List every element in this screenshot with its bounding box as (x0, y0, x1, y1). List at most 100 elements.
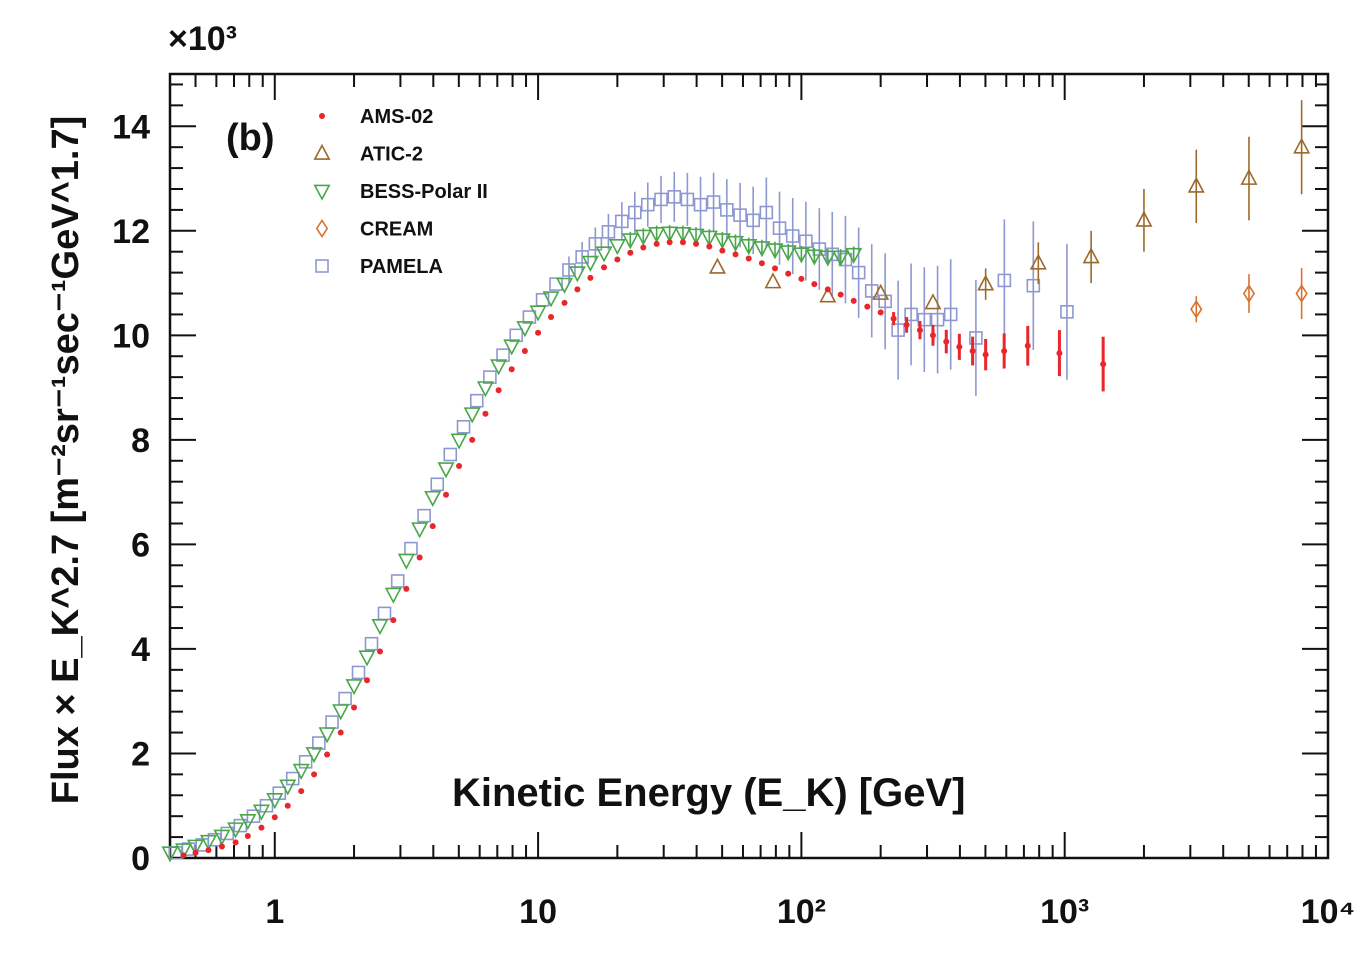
y-tick-label: 10 (112, 317, 150, 355)
data-point (614, 256, 621, 263)
data-point (266, 793, 284, 810)
data-point (819, 250, 837, 267)
data-point (969, 331, 983, 345)
data-point (766, 243, 784, 260)
x-tick-label: 10² (777, 893, 826, 931)
data-point (627, 249, 634, 256)
x-tick-label: 1 (265, 893, 284, 931)
data-point (621, 233, 639, 250)
data-point (549, 277, 563, 291)
data-point (666, 239, 673, 246)
data-point (503, 339, 521, 356)
data-point (832, 250, 850, 267)
data-point (1100, 361, 1107, 368)
data-point (719, 247, 726, 254)
data-point (693, 240, 700, 247)
x-tick-label: 10⁴ (1301, 893, 1356, 931)
data-point (706, 195, 721, 209)
data-point (674, 227, 692, 244)
data-point (758, 260, 765, 267)
data-point (891, 323, 905, 337)
data-point (469, 436, 476, 443)
data-point (271, 814, 278, 821)
data-point (456, 419, 471, 434)
data-point (521, 348, 528, 355)
data-point (680, 192, 695, 207)
data-point (181, 842, 196, 856)
data-point (648, 227, 666, 244)
data-point (364, 677, 371, 684)
data-point (305, 747, 323, 764)
legend-marker (313, 143, 331, 160)
x-axis-title: Kinetic Energy (E_K) [GeV] (452, 771, 965, 815)
legend-marker (319, 113, 325, 119)
data-point (653, 240, 660, 247)
data-point (509, 328, 524, 343)
data-point (529, 305, 547, 322)
data-point (601, 264, 608, 271)
y-tick-label: 6 (131, 526, 150, 564)
data-point (864, 303, 871, 310)
data-point (764, 272, 782, 289)
series-bess-polar-ii (161, 225, 863, 863)
legend-label: AMS-02 (360, 106, 433, 128)
y-tick-label: 2 (131, 735, 150, 773)
data-point (218, 843, 225, 850)
data-point (469, 393, 484, 408)
data-point (180, 852, 187, 859)
series-atic-2 (708, 100, 1311, 310)
data-point (174, 843, 192, 860)
data-point (417, 508, 431, 523)
data-point (700, 230, 718, 247)
data-point (403, 585, 410, 592)
data-point (917, 312, 932, 327)
series-pamela (168, 171, 1074, 860)
data-point (345, 679, 363, 696)
data-point (708, 257, 726, 274)
data-point (535, 292, 550, 307)
data-point (227, 822, 245, 839)
data-point (192, 849, 199, 856)
data-point (726, 235, 745, 253)
data-point (640, 197, 655, 212)
data-point (384, 587, 402, 604)
legend-label: PAMELA (360, 256, 443, 278)
data-point (476, 381, 494, 398)
data-point (595, 246, 613, 263)
data-point (568, 266, 586, 283)
data-point (397, 553, 415, 570)
data-point (312, 736, 326, 750)
multiplier-label: ×10³ (168, 20, 237, 58)
data-point (358, 650, 376, 667)
data-point (555, 277, 574, 294)
data-point (239, 813, 257, 831)
data-point (292, 763, 310, 780)
axes: 1 10 10² 10³ 10⁴ 0 2 4 6 8 10 12 14 (112, 72, 1356, 931)
data-point (496, 348, 510, 362)
data-point (213, 829, 231, 846)
data-point (667, 190, 682, 204)
data-point (258, 824, 265, 831)
data-point (377, 648, 384, 655)
data-point (759, 205, 774, 220)
data-point (772, 221, 787, 235)
data-point (424, 490, 442, 508)
data-point (377, 606, 392, 621)
data-point (679, 239, 686, 246)
data-point (298, 788, 305, 795)
data-point (416, 554, 423, 561)
y-tick-label: 12 (112, 213, 150, 251)
data-point (732, 251, 739, 258)
data-point (819, 286, 837, 303)
data-point (324, 751, 331, 758)
data-point (574, 286, 581, 293)
data-point (1187, 176, 1205, 193)
data-point (483, 370, 497, 384)
data-point (1056, 350, 1063, 357)
data-point (706, 243, 713, 250)
data-point (1295, 284, 1308, 303)
data-point (713, 233, 731, 250)
data-point (608, 239, 626, 256)
data-point (924, 293, 942, 310)
